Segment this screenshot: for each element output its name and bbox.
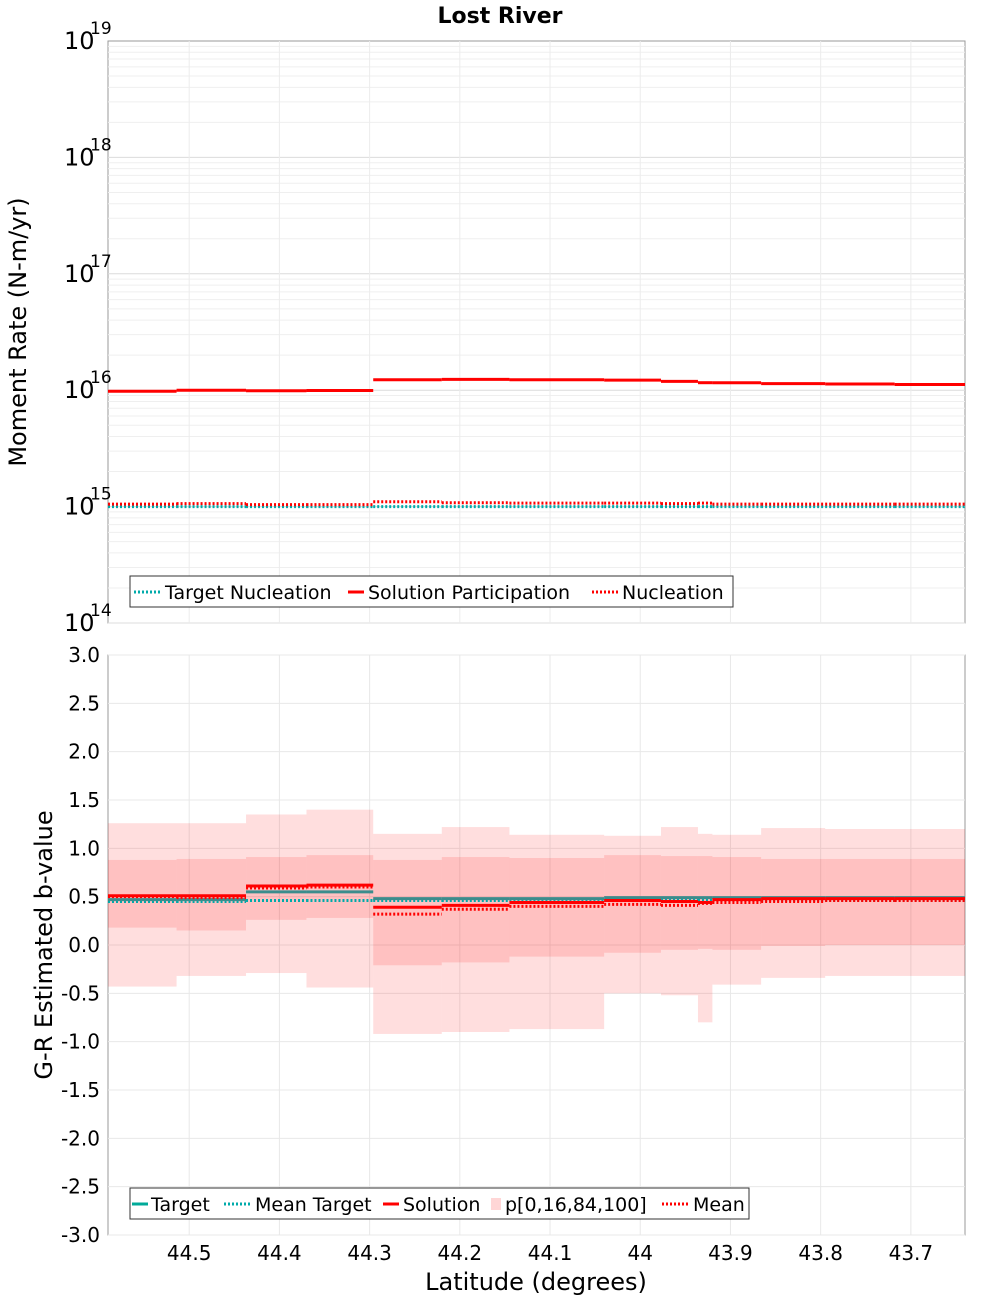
x-tick-label: 44.4 — [257, 1241, 302, 1265]
legend-label-solution-participation: Solution Participation — [368, 582, 570, 604]
bottom-grid — [108, 654, 965, 1236]
x-tick-label: 44.3 — [347, 1241, 392, 1265]
x-tick-label: 44.5 — [167, 1241, 212, 1265]
top-y-tick-exponent: 19 — [90, 19, 112, 39]
top-y-tick-exponent: 15 — [90, 485, 112, 505]
band-p0-p100 — [306, 809, 374, 988]
bottom-legend: Target Mean Target Solution p[0,16,84,10… — [129, 1187, 750, 1220]
band-p0-p100 — [604, 835, 661, 994]
legend-label-target-nucleation: Target Nucleation — [164, 582, 332, 604]
bottom-panel: -3.0 -2.5 -2.0 -1.5 -1.0 -0.5 0.0 0.5 1.0 1.5 2.0 2… — [30, 643, 966, 1296]
bottom-y-axis-label: G-R Estimated b-value — [30, 810, 58, 1079]
x-tick-label: 44.2 — [438, 1241, 483, 1265]
top-plot-area — [107, 40, 966, 624]
x-tick-label: 43.8 — [798, 1241, 843, 1265]
top-series — [108, 377, 965, 509]
bottom-y-tick-label: 0.0 — [68, 933, 100, 957]
legend-label-percentiles: p[0,16,84,100] — [505, 1194, 647, 1216]
top-y-tick-exponent: 18 — [90, 135, 112, 155]
legend-label-nucleation: Nucleation — [622, 582, 724, 604]
bottom-legend-box — [129, 1187, 750, 1220]
legend-swatch-percentiles — [491, 1198, 501, 1210]
x-tick-label: 43.7 — [889, 1241, 934, 1265]
top-y-tick-label: 10 — [64, 260, 95, 288]
bottom-y-tick-label: -1.0 — [61, 1030, 100, 1054]
band-p0-p100 — [246, 814, 307, 974]
top-y-tick-exponent: 16 — [90, 368, 112, 388]
bottom-y-tick-label: -1.5 — [61, 1078, 100, 1102]
bottom-y-tick-label: 0.5 — [68, 885, 100, 909]
band-p0-p100 — [509, 834, 605, 1030]
x-tick-label: 43.9 — [708, 1241, 753, 1265]
top-y-tick-label: 10 — [64, 493, 95, 521]
legend-label-mean-target: Mean Target — [255, 1194, 372, 1216]
x-tick-label: 44.1 — [528, 1241, 573, 1265]
band-p16-p84 — [246, 857, 307, 920]
x-axis-label: Latitude (degrees) — [425, 1268, 647, 1296]
bottom-x-ticks: 44.5 44.4 44.3 44.2 44.1 44 43.9 43.8 43.7 — [167, 1241, 933, 1265]
bottom-y-ticks: -3.0 -2.5 -2.0 -1.5 -1.0 -0.5 0.0 0.5 1.0 1.5 2.0 2… — [61, 643, 100, 1247]
top-legend-box — [129, 575, 734, 608]
band-p0-p100 — [441, 827, 510, 1032]
band-p0-p100 — [660, 827, 698, 996]
top-y-axis-label: Moment Rate (N-m/yr) — [4, 197, 32, 466]
band-p16-p84 — [509, 858, 605, 957]
top-y-tick-label: 10 — [64, 376, 95, 404]
legend-label-target: Target — [150, 1194, 210, 1216]
legend-label-mean: Mean — [693, 1194, 745, 1216]
band-p0-p100 — [712, 834, 762, 985]
top-grid — [108, 41, 965, 624]
bottom-y-tick-label: 1.5 — [68, 788, 100, 812]
top-legend: Target Nucleation Solution Participation… — [129, 575, 734, 608]
band-p16-p84 — [373, 859, 442, 966]
band-p16-p84 — [825, 858, 895, 945]
x-tick-label: 44 — [628, 1241, 653, 1265]
band-p16-p84 — [894, 858, 965, 945]
legend-label-solution: Solution — [403, 1194, 480, 1216]
band-p0-p100 — [108, 823, 177, 987]
top-y-tick-label: 10 — [64, 143, 95, 171]
bottom-y-tick-label: -3.0 — [61, 1223, 100, 1247]
band-p0-p100 — [894, 829, 965, 976]
bottom-y-tick-label: -2.5 — [61, 1175, 100, 1199]
top-y-tick-label: 10 — [64, 27, 95, 55]
band-p0-p100 — [825, 829, 895, 976]
chart-title: Lost River — [438, 4, 563, 29]
top-y-tick-label: 10 — [64, 609, 95, 637]
bottom-y-tick-label: 2.0 — [68, 740, 100, 764]
band-p16-p84 — [108, 859, 177, 928]
bottom-y-tick-label: -2.0 — [61, 1126, 100, 1150]
bottom-y-tick-label: -0.5 — [61, 981, 100, 1005]
top-y-tick-exponent: 14 — [90, 601, 112, 621]
bottom-series — [108, 883, 965, 916]
top-y-tick-exponent: 17 — [90, 252, 112, 272]
bottom-y-tick-label: 3.0 — [68, 643, 100, 667]
bottom-y-tick-label: 1.0 — [68, 836, 100, 860]
band-p0-p100 — [373, 833, 442, 1034]
bottom-y-tick-label: 2.5 — [68, 691, 100, 715]
band-p0-p100 — [697, 833, 713, 1023]
